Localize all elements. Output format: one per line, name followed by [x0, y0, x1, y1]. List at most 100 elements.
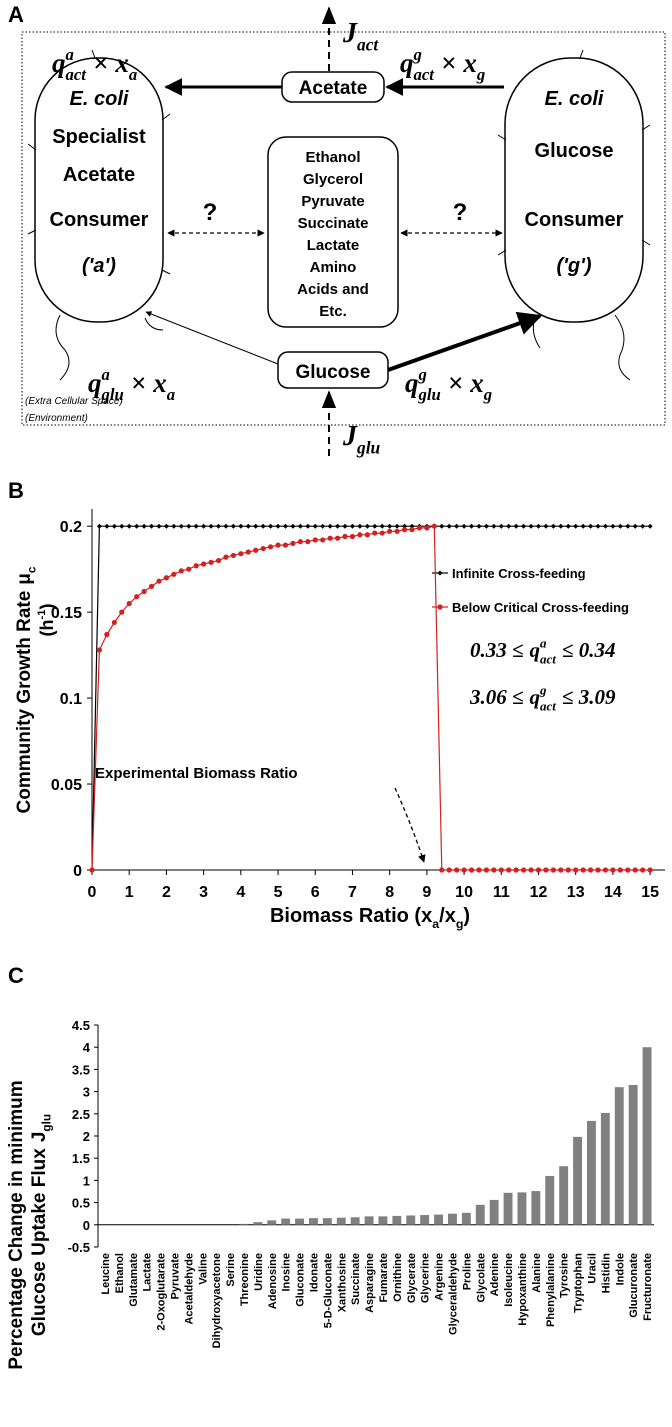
x-tick-label: 3: [199, 884, 208, 901]
bound-label-part: ≤ 0.34: [562, 638, 616, 662]
point: [282, 523, 288, 529]
y-tick-label: 0.1: [60, 691, 82, 708]
x-tick-label: 2-Oxoglutarate: [156, 1253, 168, 1331]
flux-label-part: x: [152, 368, 167, 398]
bound-label-part: 3.06 ≤: [469, 685, 524, 709]
point: [632, 523, 638, 529]
point: [178, 568, 184, 574]
x-tick-label: Isoleucine: [503, 1253, 515, 1307]
point: [565, 523, 571, 529]
point: [297, 523, 303, 529]
bar: [309, 1218, 318, 1225]
point: [439, 867, 445, 873]
point: [245, 523, 251, 529]
x-tick-label: Tryptophan: [573, 1253, 585, 1313]
x-tick-label: Succinate: [350, 1253, 362, 1305]
flux-label-part: q: [405, 368, 419, 398]
point: [349, 533, 356, 540]
point: [580, 523, 586, 529]
metabolite: Succinate: [298, 215, 369, 232]
flux-label-part: ×: [131, 368, 146, 398]
bound-label-part: ≤ 3.09: [562, 685, 616, 709]
bar: [336, 1217, 346, 1225]
y-tick-label: 4.5: [72, 1018, 90, 1033]
bar: [295, 1218, 304, 1225]
glucose-cell: [504, 57, 644, 323]
flux-label-part: glu: [101, 385, 124, 404]
unknown-label: ?: [203, 199, 218, 226]
point: [640, 867, 646, 873]
point: [357, 523, 363, 529]
point: [230, 552, 236, 559]
point: [171, 571, 177, 577]
bound-label-part: act: [540, 698, 556, 713]
y-tick-label: 4: [83, 1040, 91, 1055]
point: [506, 867, 512, 873]
y-axis-label: Glucose Uptake Flux Jglu: [29, 1114, 54, 1336]
bar: [350, 1217, 360, 1225]
flux-label: qa glu × xa: [88, 365, 175, 404]
cell-label: ('g'): [556, 255, 591, 277]
point: [201, 561, 207, 567]
cell-label: E. coli: [545, 88, 604, 110]
x-tick-label: Fumarate: [378, 1253, 390, 1303]
y-tick-label: 0: [83, 1218, 90, 1233]
point: [431, 523, 437, 529]
point: [558, 867, 564, 873]
x-tick-label: Glycerate: [406, 1253, 418, 1303]
x-tick-label: Xanthosine: [336, 1253, 348, 1312]
point: [491, 867, 497, 873]
x-tick-label: 7: [348, 884, 357, 901]
annotation: Experimental Biomass Ratio: [95, 765, 298, 782]
y-tick-label: 3.5: [72, 1062, 90, 1077]
flux-label-part: a: [129, 65, 137, 84]
point: [342, 533, 348, 540]
point: [469, 523, 475, 529]
point: [647, 867, 653, 873]
x-axis-label-part: g: [456, 917, 464, 931]
point: [327, 535, 333, 541]
point: [245, 549, 251, 555]
x-tick-label: Uracil: [586, 1253, 598, 1284]
bar: [559, 1166, 569, 1225]
legend-marker: [437, 570, 443, 576]
point: [163, 575, 170, 581]
point: [223, 523, 229, 529]
flagella: [532, 314, 631, 381]
point: [454, 523, 460, 529]
point: [230, 523, 236, 529]
environment-label: (Extra Cellular Space): [25, 396, 123, 407]
cell-label: Consumer: [50, 209, 149, 231]
x-tick-label: Lactate: [142, 1253, 154, 1292]
point: [387, 523, 393, 529]
flux-symbol-part: act: [357, 34, 379, 54]
metabolite-box: [267, 136, 399, 328]
y-tick-label: 0: [73, 863, 82, 880]
point: [163, 523, 169, 529]
point: [528, 867, 534, 873]
point: [327, 523, 333, 529]
x-tick-label: Gluconate: [295, 1253, 307, 1307]
unknown-label: ?: [453, 199, 468, 226]
x-axis-label: Biomass Ratio (xa/xg): [270, 905, 470, 931]
point: [543, 523, 549, 529]
annotation-arrow: [394, 787, 426, 863]
point: [104, 523, 110, 529]
point: [476, 523, 482, 529]
cell-label: Specialist: [52, 126, 146, 148]
bar: [378, 1216, 388, 1225]
point: [320, 523, 326, 529]
node-label: Glucose: [296, 362, 371, 383]
point: [550, 523, 556, 529]
point: [521, 867, 527, 873]
point: [275, 523, 281, 529]
bound-label-part: act: [540, 651, 556, 666]
point: [134, 523, 140, 529]
metabolite: Amino: [310, 259, 357, 276]
point: [535, 867, 542, 873]
y-tick-label: 3: [83, 1085, 90, 1100]
point: [312, 523, 318, 529]
point: [290, 540, 296, 546]
point: [535, 523, 541, 529]
